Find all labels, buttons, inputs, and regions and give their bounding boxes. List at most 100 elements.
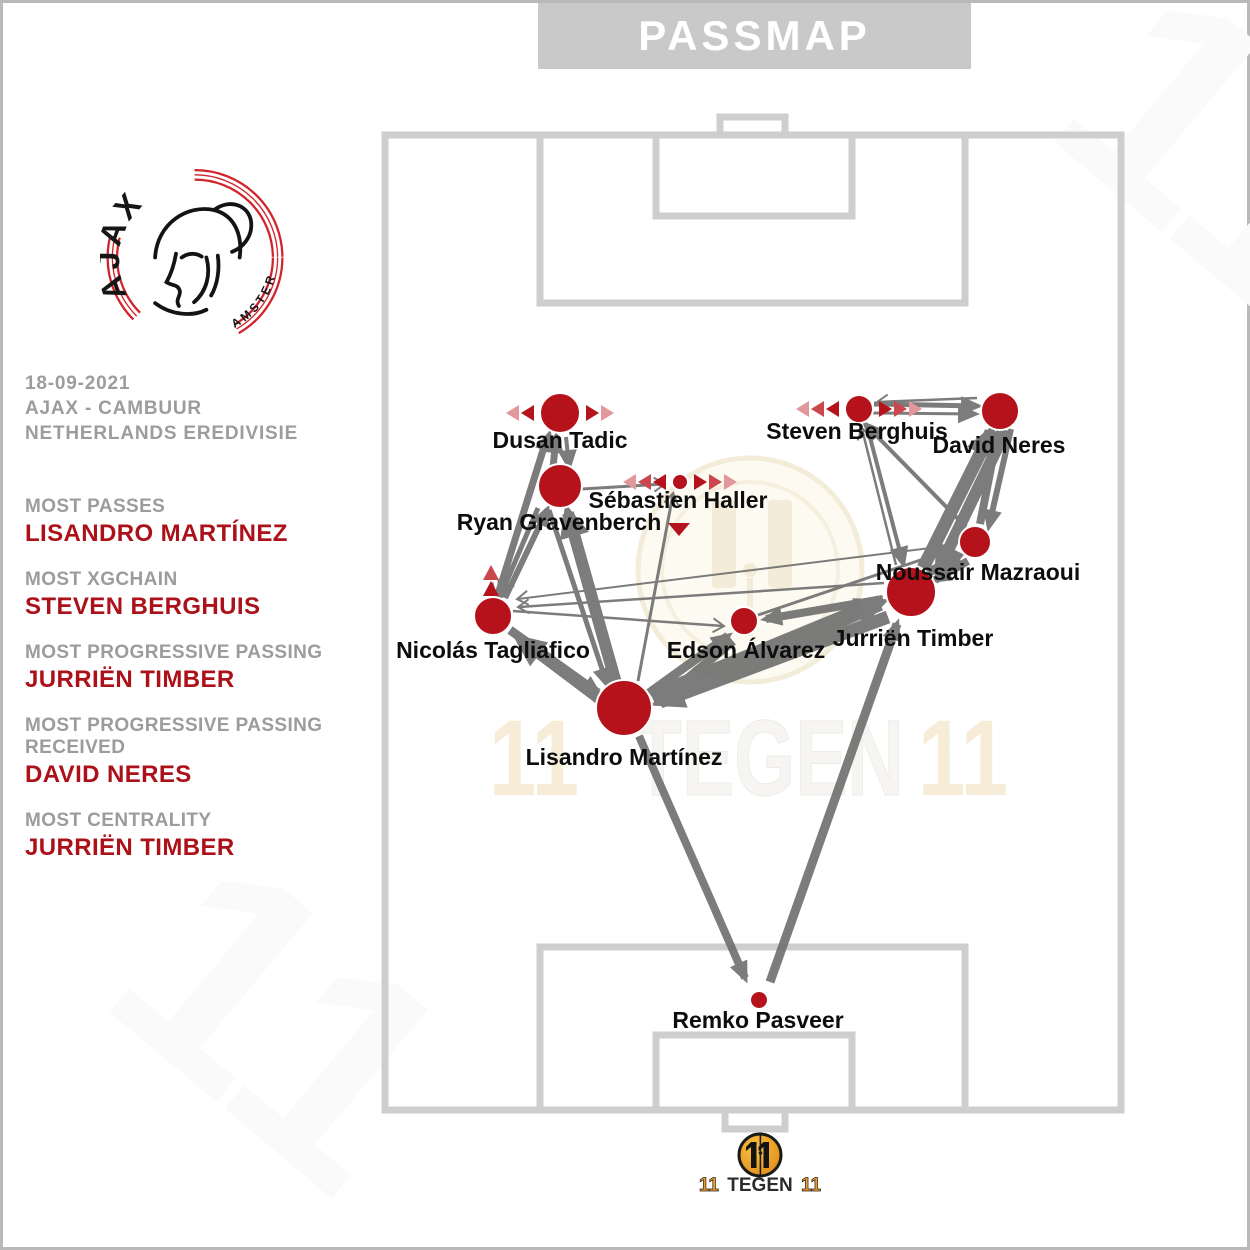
- progress-arrow-icon: [811, 401, 824, 417]
- pass-edge: [865, 425, 909, 569]
- player-label: Steven Berghuis: [766, 418, 948, 444]
- progress-arrow-icon: [826, 401, 839, 417]
- footer-text-11-left: 11: [699, 1175, 720, 1196]
- player-node: [958, 525, 992, 559]
- pass-edge: [636, 491, 679, 682]
- player-node: [749, 990, 769, 1010]
- footer-badge-glyph: [746, 1134, 769, 1176]
- title-bar: PASSMAP: [538, 3, 971, 69]
- stat-item: MOST XGCHAIN STEVEN BERGHUIS: [25, 569, 405, 621]
- progress-arrow-icon: [668, 523, 690, 536]
- stat-label: MOST XGCHAIN: [25, 569, 178, 590]
- pass-edge: [495, 429, 554, 598]
- pass-edge: [861, 420, 968, 529]
- player-label: Jurriën Timber: [833, 625, 994, 651]
- pass-edge: [491, 436, 547, 597]
- pass-edge: [983, 428, 1014, 532]
- watermark-11-right: 11: [918, 697, 1008, 818]
- pitch: [381, 113, 1125, 1133]
- pass-edge: [560, 503, 622, 685]
- pass-edge: [856, 426, 898, 566]
- goal-top: [716, 113, 789, 139]
- match-competition: NETHERLANDS EREDIVISIE: [25, 423, 299, 444]
- progress-arrow-icon: [653, 474, 666, 490]
- player-label: Sébastien Haller: [589, 487, 768, 513]
- pass-edge: [650, 610, 891, 709]
- progress-arrow-icon: [909, 401, 922, 417]
- pass-edge: [635, 734, 749, 984]
- player-label: Nicolás Tagliafico: [396, 637, 590, 663]
- pass-edge: [873, 396, 983, 416]
- pass-edges: [491, 393, 1014, 984]
- stat-value: JURRIËN TIMBER: [25, 834, 235, 861]
- watermark-tegen: TEGEN: [634, 697, 904, 818]
- pass-edge: [545, 431, 564, 469]
- svg-text:11 TEGEN 11: 11 TEGEN 11: [699, 1175, 822, 1196]
- ajax-club-badge: AJAX AMSTERDAM: [100, 160, 284, 347]
- progress-arrow-icon: [506, 405, 519, 421]
- player-node: [844, 394, 874, 424]
- pass-edge: [654, 637, 736, 706]
- progress-arrow-icon: [483, 581, 499, 596]
- stat-value: STEVEN BERGHUIS: [25, 593, 261, 620]
- pass-edge: [875, 393, 978, 410]
- badge-ring: [106, 168, 284, 347]
- watermark-11-left: 11: [489, 697, 579, 818]
- stat-value: DAVID NERES: [25, 761, 192, 788]
- stat-item: MOST PROGRESSIVE PASSING RECEIVED DAVID N…: [25, 715, 405, 789]
- progress-arrow-icon: [586, 405, 599, 421]
- goal-bottom: [721, 1106, 789, 1133]
- goal-area-bottom: [652, 1031, 856, 1114]
- stat-label: MOST PROGRESSIVE PASSING: [25, 642, 323, 663]
- player-node: [729, 606, 759, 636]
- page-title: PASSMAP: [638, 12, 871, 59]
- progress-arrow-icon: [796, 401, 809, 417]
- stat-item: MOST PASSES LISANDRO MARTÍNEZ: [25, 496, 405, 548]
- player-node: [885, 566, 937, 618]
- player-node: [671, 473, 689, 491]
- player-label: Dusan Tadic: [492, 427, 627, 453]
- player-label: Remko Pasveer: [672, 1007, 843, 1033]
- player-node: [537, 463, 583, 509]
- pass-edge: [760, 595, 884, 626]
- pass-edge: [512, 633, 605, 705]
- stat-value: JURRIËN TIMBER: [25, 666, 235, 693]
- player-label: Ryan Gravenberch: [457, 509, 662, 535]
- stat-item: MOST CENTRALITY JURRIËN TIMBER: [25, 810, 405, 862]
- player-label: Noussair Mazraoui: [876, 559, 1081, 585]
- pass-edge: [512, 609, 726, 634]
- pass-edge: [646, 632, 733, 697]
- progress-arrow-icon: [724, 474, 737, 490]
- progress-arrow-icon: [623, 474, 636, 490]
- progress-arrow-icon: [894, 401, 907, 417]
- player-node: [473, 596, 513, 636]
- pass-edge: [917, 423, 997, 571]
- footer-text-11-right: 11: [801, 1175, 822, 1196]
- match-info: 18-09-2021 AJAX - CAMBUUR NETHERLANDS ER…: [25, 371, 385, 446]
- progress-arrow-icon: [879, 401, 892, 417]
- stat-value: LISANDRO MARTÍNEZ: [25, 520, 288, 547]
- pass-edge: [976, 426, 1005, 525]
- match-date: 18-09-2021: [25, 373, 131, 394]
- pass-edge: [871, 404, 980, 424]
- stat-label: MOST PASSES: [25, 496, 166, 517]
- pass-edge: [765, 618, 902, 984]
- stat-label: MOST PROGRESSIVE PASSING RECEIVED: [25, 715, 323, 758]
- match-fixture: AJAX - CAMBUUR: [25, 398, 202, 419]
- stat-list: MOST PASSES LISANDRO MARTÍNEZ MOST XGCHAIN…: [25, 496, 405, 883]
- player-node: [980, 391, 1020, 431]
- pass-edge: [557, 436, 577, 472]
- player-label: Lisandro Martínez: [526, 744, 723, 770]
- pass-edge: [515, 544, 956, 606]
- progress-arrow-icon: [709, 474, 722, 490]
- player-nodes: [473, 391, 1020, 1010]
- stat-label: MOST CENTRALITY: [25, 810, 212, 831]
- goal-area-top: [652, 131, 856, 220]
- pass-edge: [516, 581, 885, 615]
- progressive-pass-arrows: [483, 401, 922, 596]
- progress-arrow-icon: [638, 474, 651, 490]
- player-label: David Neres: [933, 432, 1066, 458]
- player-node: [595, 679, 653, 737]
